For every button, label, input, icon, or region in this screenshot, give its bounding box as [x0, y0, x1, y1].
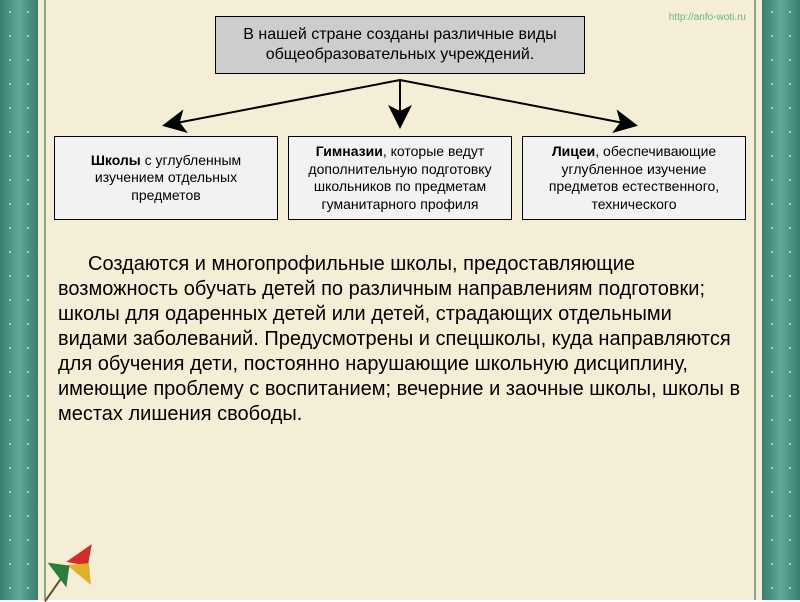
content-area: http://anfo-woti.ru В нашей стране созда…: [54, 10, 746, 590]
child-box-bold: Школы: [91, 152, 141, 168]
child-box-lyceums: Лицеи, обеспечивающие углубленное изучен…: [522, 136, 746, 220]
body-paragraph: Создаются и многопрофильные школы, предо…: [54, 252, 746, 427]
pinwheel-icon: [44, 540, 90, 586]
child-box-schools: Школы с углубленным изучением отдельных …: [54, 136, 278, 220]
child-box-bold: Гимназии: [316, 143, 383, 159]
right-rule: [754, 0, 756, 600]
diagram-root-box: В нашей стране созданы различные виды об…: [215, 16, 585, 74]
school-types-diagram: В нашей стране созданы различные виды об…: [54, 10, 746, 220]
child-box-bold: Лицеи: [552, 143, 595, 159]
diagram-root-text: В нашей стране созданы различные виды об…: [243, 26, 557, 63]
diagram-children-row: Школы с углубленным изучением отдельных …: [54, 136, 746, 220]
left-border-ornament: [0, 0, 38, 600]
child-box-gymnasiums: Гимназии, которые ведут дополнительную п…: [288, 136, 512, 220]
right-border-ornament: [762, 0, 800, 600]
left-rule: [44, 0, 46, 600]
